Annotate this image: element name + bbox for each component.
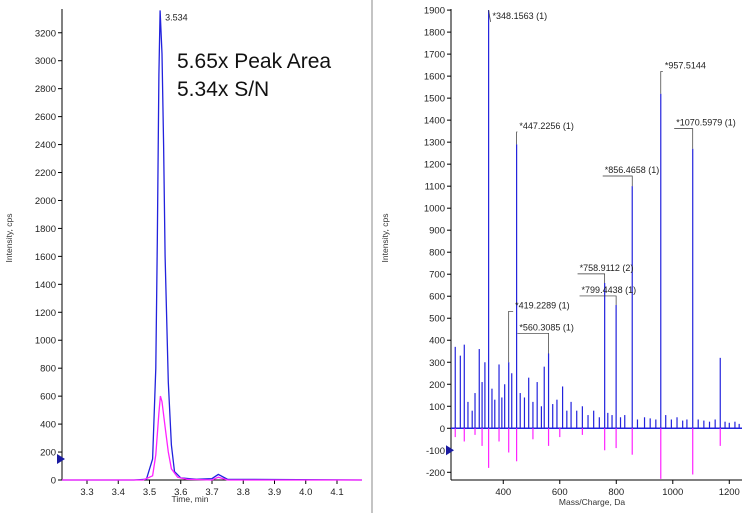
chromatogram-ytick-label: 3000 xyxy=(35,56,56,67)
spectrum-ytick-label: -100 xyxy=(426,446,445,457)
spectrum-peak-leader xyxy=(516,131,518,145)
spectrum-ytick-label: 0 xyxy=(440,424,445,435)
chromatogram-xtick-label: 3.7 xyxy=(205,487,218,498)
signal-noise-annotation: 5.34x S/N xyxy=(177,78,269,101)
chromatogram-ytick-label: 800 xyxy=(40,364,56,375)
spectrum-peak-label: *957.5144 xyxy=(665,60,706,70)
spectrum-ytick-label: 600 xyxy=(429,292,445,303)
spectrum-peak-label: *758.9112 (2) xyxy=(580,263,634,273)
chromatogram-ytick-label: 600 xyxy=(40,392,56,403)
spectrum-peak-leader xyxy=(579,295,617,306)
chromatogram-xtick-label: 3.6 xyxy=(174,487,187,498)
spectrum-ytick-label: 700 xyxy=(429,270,445,281)
spectrum-ytick-label: 1400 xyxy=(424,116,445,127)
spectrum-ytick-label: 1800 xyxy=(424,28,445,39)
chromatogram-xtick-label: 4.1 xyxy=(330,487,343,498)
chromatogram-ytick-label: 1600 xyxy=(35,252,56,263)
spectrum-xtick-label: 1000 xyxy=(662,487,683,498)
peak-area-annotation: 5.65x Peak Area xyxy=(177,50,331,73)
spectrum-ytick-label: 200 xyxy=(429,380,445,391)
spectrum-peak-label: *1070.5979 (1) xyxy=(676,118,736,128)
chromatogram-axis-marker-icon xyxy=(57,454,65,465)
chromatogram-xtick-label: 3.5 xyxy=(143,487,156,498)
chromatogram-ytick-label: 1400 xyxy=(35,280,56,291)
spectrum-peak-leader xyxy=(508,310,514,363)
chromatogram-ytick-label: 1800 xyxy=(35,224,56,235)
chromatogram-xtick-label: 3.3 xyxy=(80,487,93,498)
chromatogram-trace-magenta xyxy=(62,395,362,481)
chromatogram-panel: Intensity, cps Time, min 5.65x Peak Area… xyxy=(4,9,363,504)
spectrum-peak-leader xyxy=(517,332,549,354)
spectrum-peak-leader xyxy=(577,273,606,284)
spectrum-xtick-label: 1200 xyxy=(719,487,740,498)
spectrum-peak-label: *799.4438 (1) xyxy=(582,285,637,295)
mass-spectrum-panel: Intensity, cps Mass/Charge, Da -200 -100 0… xyxy=(380,6,742,507)
chromatogram-ytick-label: 2000 xyxy=(35,196,56,207)
spectrum-axis-marker-icon xyxy=(446,445,454,456)
spectrum-ytick-label: 1200 xyxy=(424,160,445,171)
chromatogram-ylabel: Intensity, cps xyxy=(4,214,14,263)
spectrum-ytick-label: 1900 xyxy=(424,6,445,17)
spectrum-xtick-label: 800 xyxy=(608,487,624,498)
spectrum-ytick-label: -200 xyxy=(426,468,445,479)
spectrum-peak-leader xyxy=(660,71,663,94)
chromatogram-ytick-label: 200 xyxy=(40,448,56,459)
chromatogram-trace-blue xyxy=(62,10,363,481)
chromatogram-ytick-label: 2800 xyxy=(35,84,56,95)
spectrum-xtick-label: 400 xyxy=(495,487,511,498)
spectrum-peak-label: *856.4658 (1) xyxy=(605,165,660,175)
spectrum-ytick-label: 1700 xyxy=(424,50,445,61)
chromatogram-xtick-label: 4.0 xyxy=(299,487,312,498)
chromatogram-peak-label: 3.534 xyxy=(165,12,188,22)
spectrum-peak-leader xyxy=(488,10,491,22)
spectrum-peak-leader xyxy=(674,128,694,149)
chromatogram-ytick-label: 1200 xyxy=(35,308,56,319)
spectrum-ytick-label: 100 xyxy=(429,402,445,413)
spectrum-peak-label: *348.1563 (1) xyxy=(493,11,548,21)
chromatogram-ytick-label: 3200 xyxy=(35,28,56,39)
chromatogram-ytick-label: 2400 xyxy=(35,140,56,151)
spectrum-ytick-label: 900 xyxy=(429,226,445,237)
spectrum-ytick-label: 1500 xyxy=(424,94,445,105)
chromatogram-xtick-label: 3.8 xyxy=(237,487,250,498)
spectrum-ytick-label: 300 xyxy=(429,358,445,369)
spectrum-ytick-label: 400 xyxy=(429,336,445,347)
chromatogram-ytick-label: 2600 xyxy=(35,112,56,123)
spectrum-xlabel: Mass/Charge, Da xyxy=(559,497,625,507)
chromatogram-xlabel: Time, min xyxy=(172,494,209,504)
chromatogram-ytick-label: 1000 xyxy=(35,336,56,347)
spectrum-ytick-label: 1300 xyxy=(424,138,445,149)
chromatogram-xtick-label: 3.4 xyxy=(112,487,125,498)
spectrum-ytick-label: 500 xyxy=(429,314,445,325)
chromatogram-ytick-label: 2200 xyxy=(35,168,56,179)
chromatogram-ytick-label: 400 xyxy=(40,420,56,431)
spectrum-peak-label: *419.2289 (1) xyxy=(515,300,570,310)
chromatogram-ytick-label: 0 xyxy=(51,476,56,487)
spectrum-ytick-label: 1000 xyxy=(424,204,445,215)
spectrum-ytick-label: 800 xyxy=(429,248,445,259)
chromatogram-xtick-label: 3.9 xyxy=(268,487,281,498)
spectrum-xtick-label: 600 xyxy=(552,487,568,498)
spectrum-peak-label: *560.3085 (1) xyxy=(519,322,574,332)
spectrum-peak-leader xyxy=(602,175,633,187)
spectrum-ytick-label: 1600 xyxy=(424,72,445,83)
spectrum-peak-label: *447.2256 (1) xyxy=(519,121,574,131)
spectrum-ytick-label: 1100 xyxy=(425,182,445,193)
spectrum-ylabel: Intensity, cps xyxy=(380,214,390,263)
